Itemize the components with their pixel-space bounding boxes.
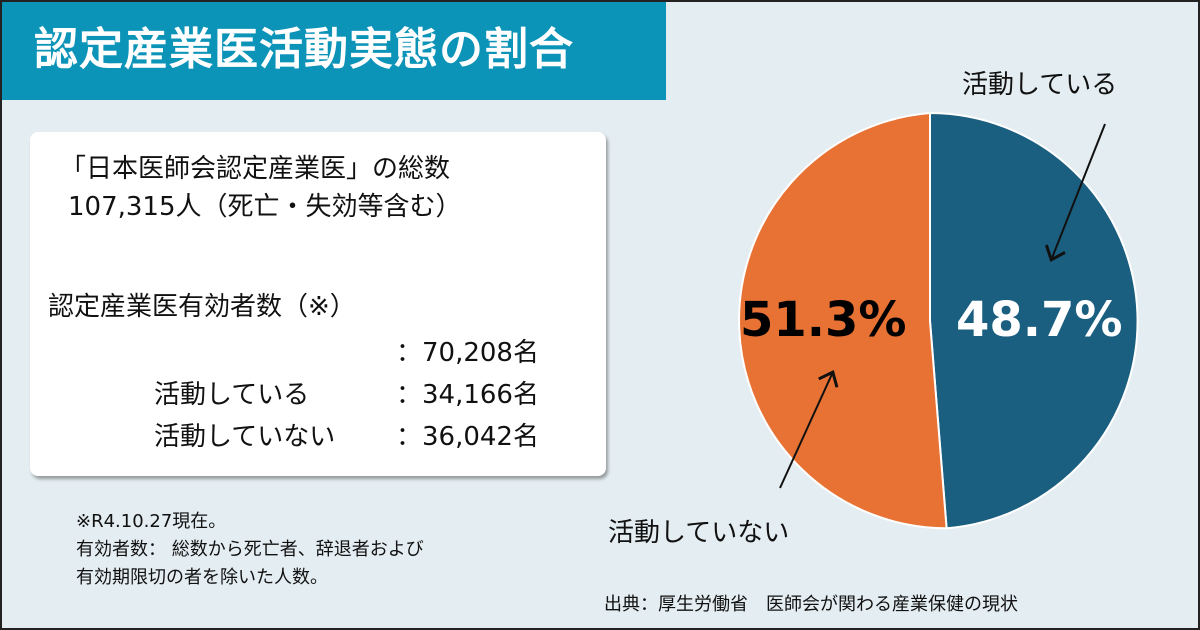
percent-active: 48.7%: [956, 292, 1123, 348]
pie-slice-active: [929, 111, 1139, 530]
total-value: 107,315人（死亡・失効等含む）: [68, 192, 462, 222]
label-inactive: 活動していない: [608, 518, 790, 548]
pie-chart: [738, 111, 1139, 530]
label-active: 活動している: [962, 70, 1118, 100]
inactive-label: 活動していない: [154, 422, 336, 452]
summary-card: 「日本医師会認定産業医」の総数 107,315人（死亡・失効等含む） 認定産業医…: [30, 132, 606, 476]
footnote-date: ※R4.10.27現在。: [76, 511, 227, 532]
arrow-active: [1044, 123, 1106, 263]
percent-inactive: 51.3%: [740, 292, 907, 348]
footnote: ※R4.10.27現在。 有効者数： 総数から死亡者、辞退者および 有効期限切の…: [76, 508, 424, 592]
pie-slice-inactive: [738, 111, 948, 530]
page-title: 認定産業医活動実態の割合: [0, 0, 666, 100]
active-label: 活動している: [154, 380, 310, 410]
inactive-value: ：36,042名: [396, 422, 539, 452]
total-label: 「日本医師会認定産業医」の総数: [60, 154, 451, 184]
active-value: ：34,166名: [396, 380, 539, 410]
arrow-inactive: [779, 370, 839, 489]
footnote-definition-2: 有効期限切の者を除いた人数。: [76, 567, 328, 588]
valid-value: ：70,208名: [396, 338, 539, 368]
source-citation: 出典：厚生労働省 医師会が関わる産業保健の現状: [604, 594, 1018, 615]
valid-label: 認定産業医有効者数（※）: [48, 292, 356, 322]
footnote-definition-1: 有効者数： 総数から死亡者、辞退者および: [76, 539, 424, 560]
